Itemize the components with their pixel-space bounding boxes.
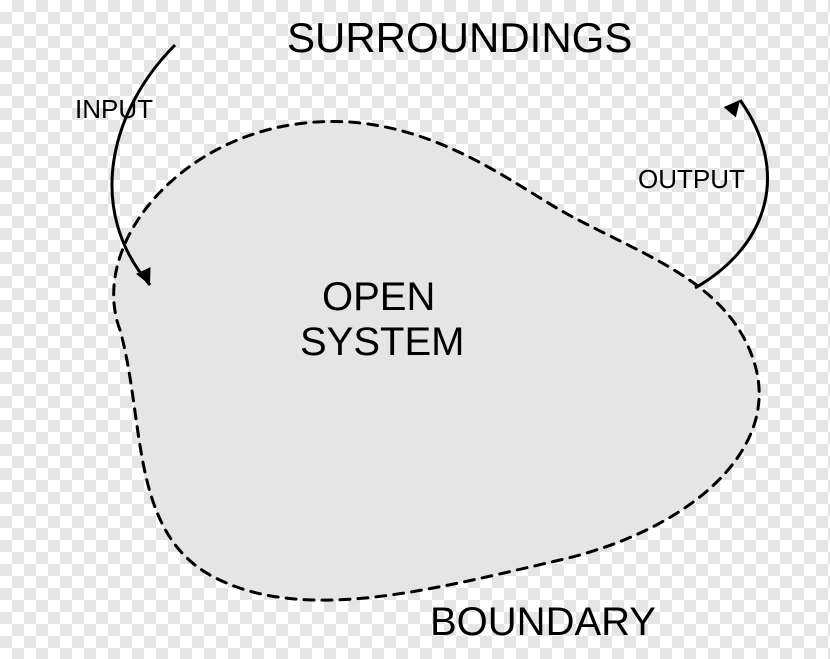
- output-arrow-shaft: [695, 100, 768, 288]
- label-open: OPEN: [322, 275, 435, 319]
- label-surroundings: SURROUNDINGS: [287, 15, 632, 61]
- label-output: OUTPUT: [638, 165, 745, 194]
- label-input: INPUT: [75, 95, 153, 124]
- label-system: SYSTEM: [300, 320, 464, 364]
- label-boundary: BOUNDARY: [430, 600, 656, 644]
